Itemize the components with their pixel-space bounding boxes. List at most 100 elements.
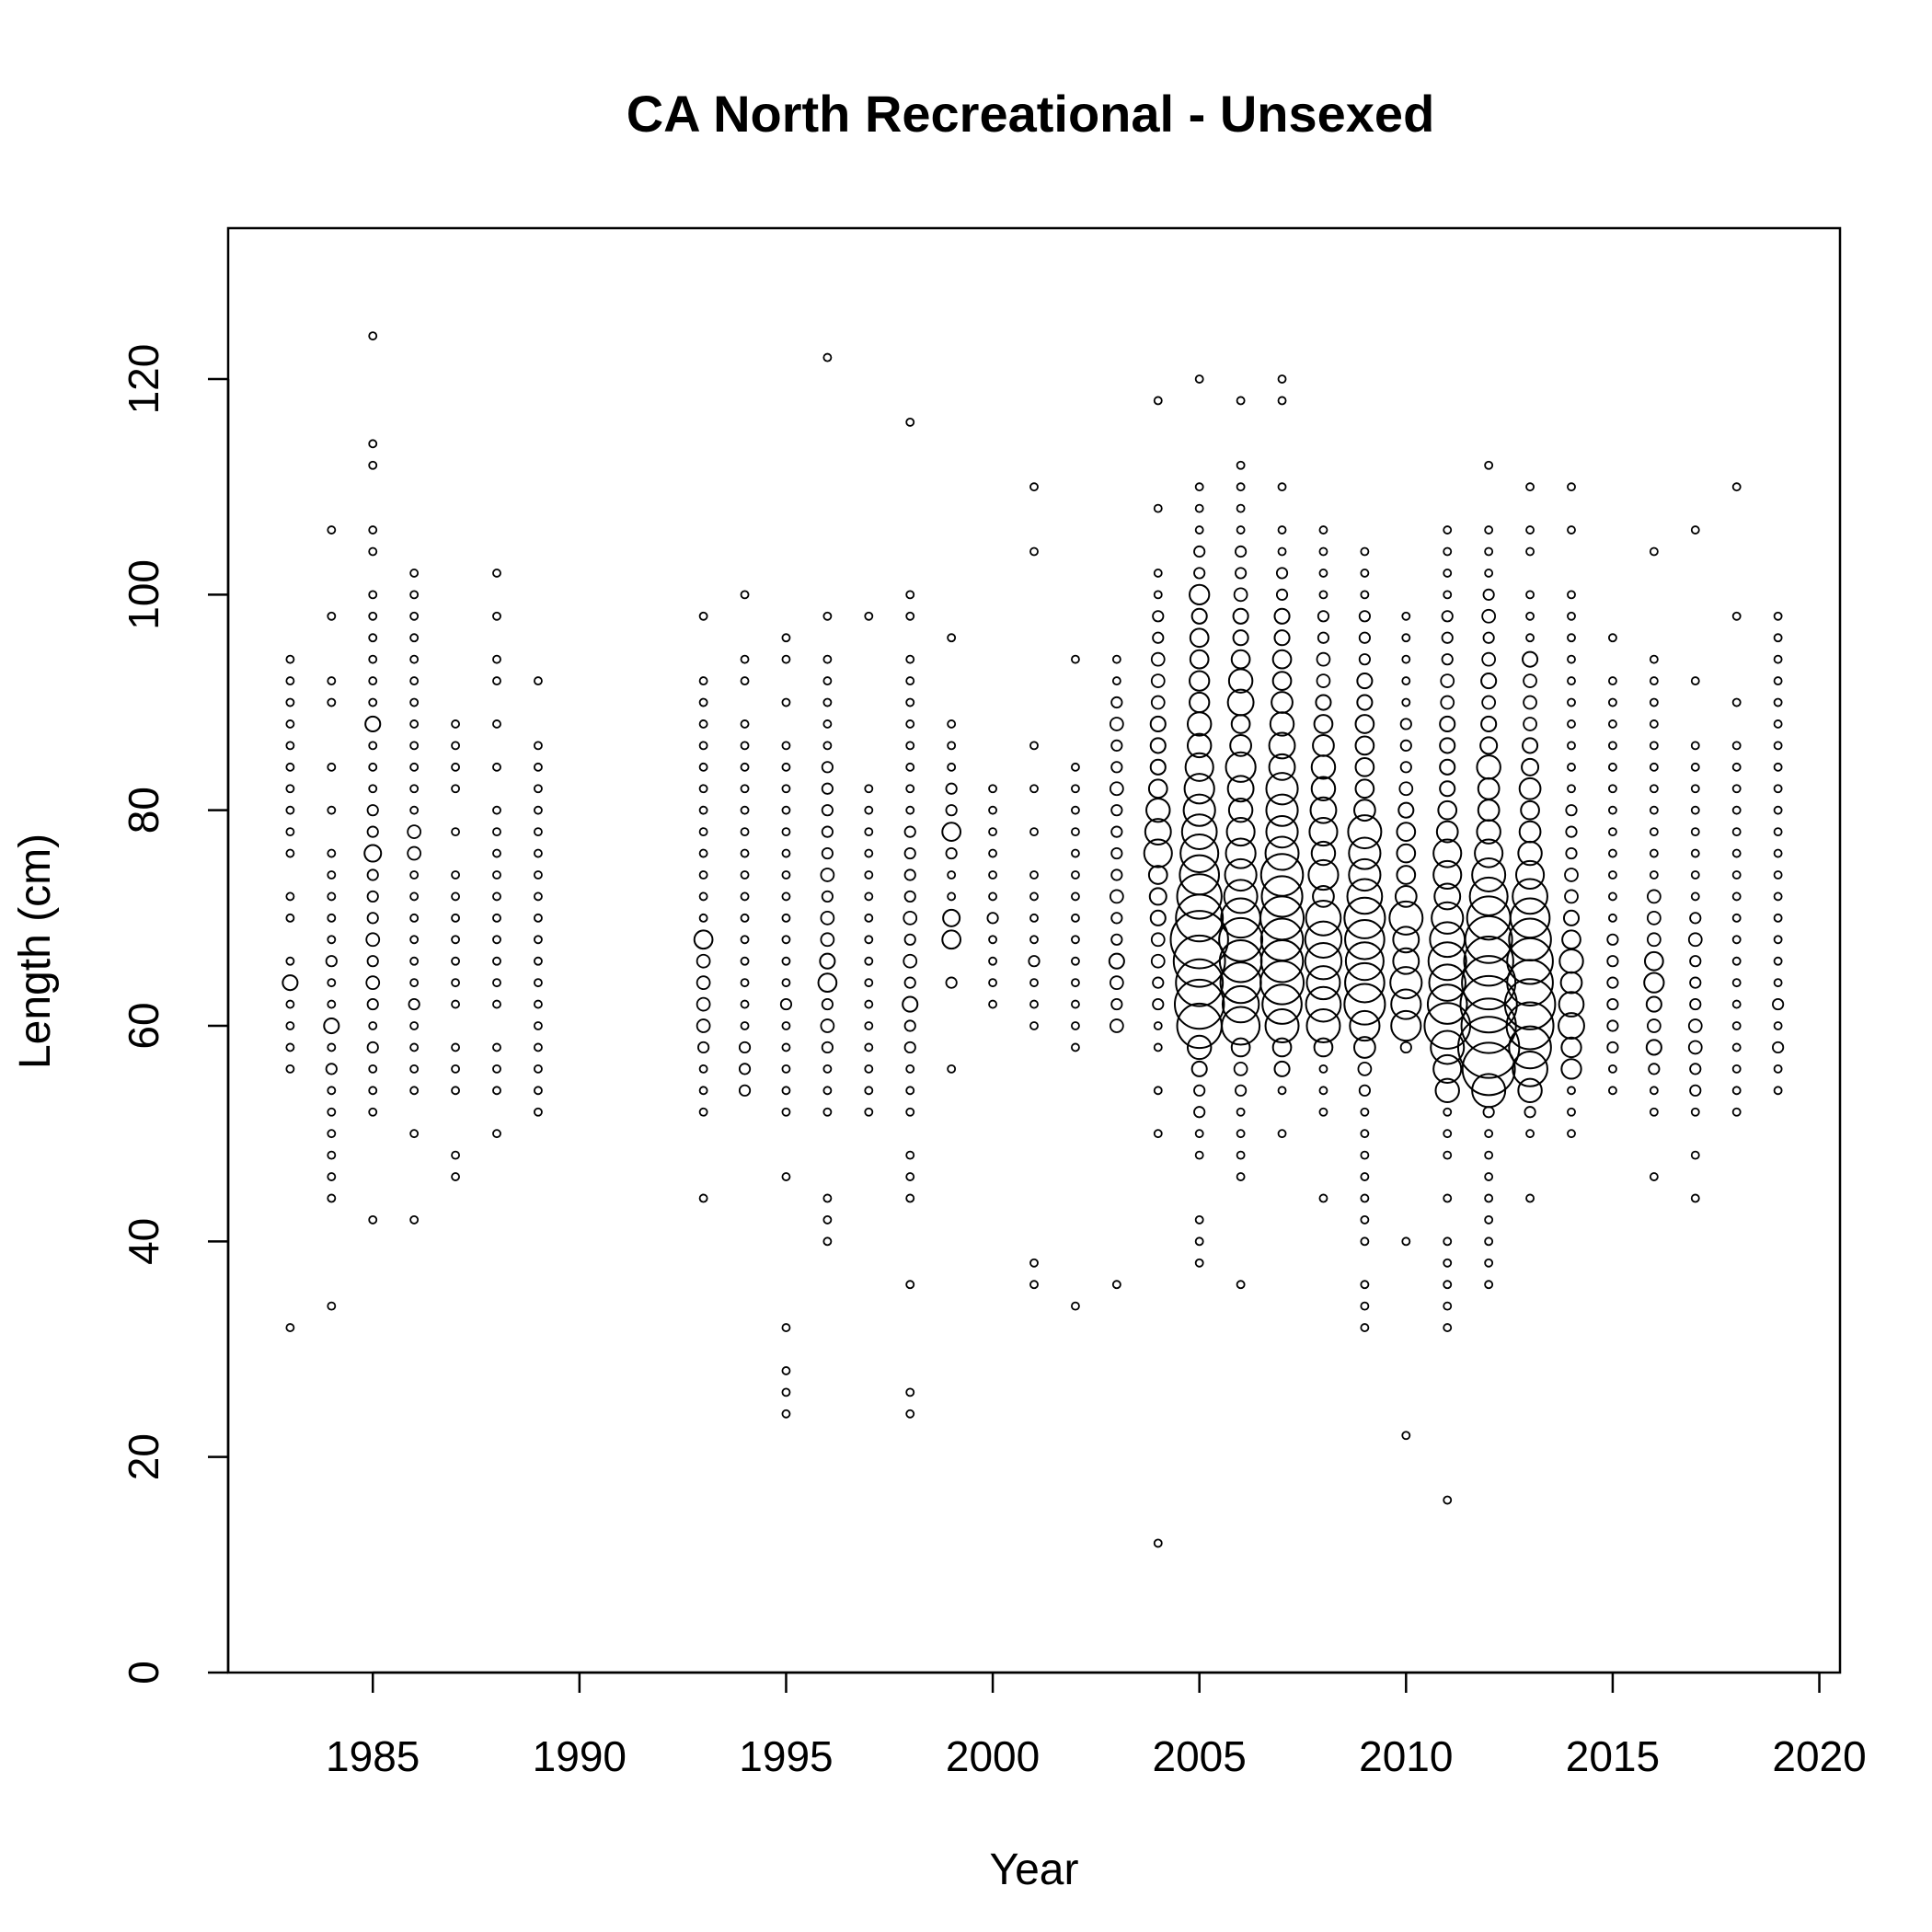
bubble-point: [1189, 649, 1210, 670]
bubble-point: [327, 697, 337, 707]
bubble-point: [1071, 870, 1080, 880]
bubble-point: [988, 827, 997, 837]
bubble-point: [1346, 878, 1384, 915]
bubble-point: [1236, 503, 1246, 513]
bubble-point: [781, 1366, 791, 1375]
bubble-point: [285, 913, 295, 923]
bubble-point: [1313, 714, 1334, 734]
bubble-point: [1567, 719, 1576, 729]
bubble-point: [905, 1387, 915, 1397]
bubble-point: [1186, 732, 1213, 759]
bubble-point: [1567, 1129, 1576, 1139]
bubble-point: [534, 1107, 543, 1117]
bubble-point: [327, 978, 337, 988]
bubble-point: [941, 929, 962, 950]
bubble-point: [409, 1129, 420, 1139]
bubble-point: [327, 525, 337, 535]
bubble-point: [409, 697, 420, 707]
bubble-point: [819, 952, 836, 970]
bubble-point: [1194, 1129, 1204, 1139]
bubble-point: [1153, 590, 1163, 600]
bubble-point: [368, 1064, 378, 1074]
bubble-point: [864, 913, 874, 923]
bubble-point: [905, 1064, 915, 1074]
bubble-point: [409, 762, 420, 772]
bubble-point: [1690, 1193, 1700, 1203]
bubble-point: [492, 1042, 501, 1052]
bubble-point: [1471, 1073, 1507, 1109]
bubble-point: [1318, 590, 1328, 600]
bubble-point: [945, 804, 958, 817]
bubble-point: [534, 870, 543, 880]
bubble-point: [1731, 805, 1742, 815]
bubble-point: [822, 719, 833, 729]
bubble-point: [1268, 731, 1296, 760]
bubble-point: [1029, 827, 1039, 837]
bubble-point: [534, 848, 543, 858]
bubble-point: [364, 715, 382, 733]
bubble-point: [325, 1063, 338, 1075]
bubble-point: [1772, 1041, 1785, 1054]
bubble-point: [492, 1086, 501, 1096]
bubble-point: [1193, 1084, 1206, 1097]
bubble-point: [1506, 959, 1554, 1006]
bubble-point: [327, 1042, 337, 1052]
bubble-point: [1773, 697, 1783, 707]
bubble-point: [821, 782, 834, 795]
bubble-point: [905, 1172, 915, 1181]
bubble-point: [1773, 762, 1783, 772]
bubble-point: [1773, 1086, 1783, 1096]
bubble-point: [492, 956, 501, 966]
bubble-point: [1398, 781, 1414, 797]
bubble-point: [1071, 935, 1080, 945]
x-tick-label: 2020: [1772, 1732, 1866, 1780]
bubble-point: [1029, 1280, 1039, 1290]
bubble-point: [408, 997, 420, 1011]
bubble-point: [327, 676, 337, 686]
bubble-point: [327, 935, 337, 945]
bubble-point: [1029, 1258, 1039, 1268]
bubble-point: [492, 870, 501, 880]
bubble-point: [1271, 671, 1293, 691]
bubble-point: [1194, 503, 1204, 513]
bubble-point: [451, 762, 460, 772]
bubble-point: [1194, 1236, 1204, 1247]
bubble-point: [409, 978, 420, 988]
bubble-point: [409, 741, 420, 751]
bubble-point: [368, 460, 378, 470]
bubble-point: [1394, 885, 1418, 908]
bubble-point: [1731, 913, 1742, 923]
bubble-point: [698, 784, 708, 794]
bubble-point: [1484, 546, 1494, 557]
bubble-point: [698, 1107, 708, 1117]
bubble-point: [1399, 761, 1412, 774]
bubble-point: [864, 935, 874, 945]
bubble-point: [698, 891, 708, 902]
bubble-point: [1731, 1064, 1742, 1074]
bubble-point: [1189, 583, 1211, 606]
bubble-point: [1690, 827, 1700, 837]
bubble-point: [1648, 1063, 1661, 1075]
bubble-point: [1316, 651, 1331, 667]
bubble-point: [1443, 1129, 1453, 1139]
bubble-point: [1347, 814, 1383, 850]
bubble-point: [988, 805, 997, 815]
bubble-point: [905, 676, 915, 686]
bubble-point: [1194, 374, 1204, 384]
bubble-point: [1522, 737, 1539, 754]
bubble-point: [821, 761, 834, 774]
bubble-point: [327, 1129, 337, 1139]
bubble-point: [409, 719, 420, 729]
y-tick-label: 60: [120, 1002, 167, 1049]
data-points: [282, 331, 1785, 1548]
bubble-point: [1071, 913, 1080, 923]
bubble-point: [1071, 827, 1080, 837]
bubble-point: [1773, 805, 1783, 815]
bubble-point: [492, 719, 501, 729]
bubble-point: [1399, 739, 1412, 752]
bubble-point: [1567, 633, 1576, 643]
bubble-point: [821, 825, 834, 838]
bubble-point: [988, 935, 997, 945]
bubble-point: [1109, 781, 1124, 797]
bubble-point: [1317, 610, 1330, 623]
